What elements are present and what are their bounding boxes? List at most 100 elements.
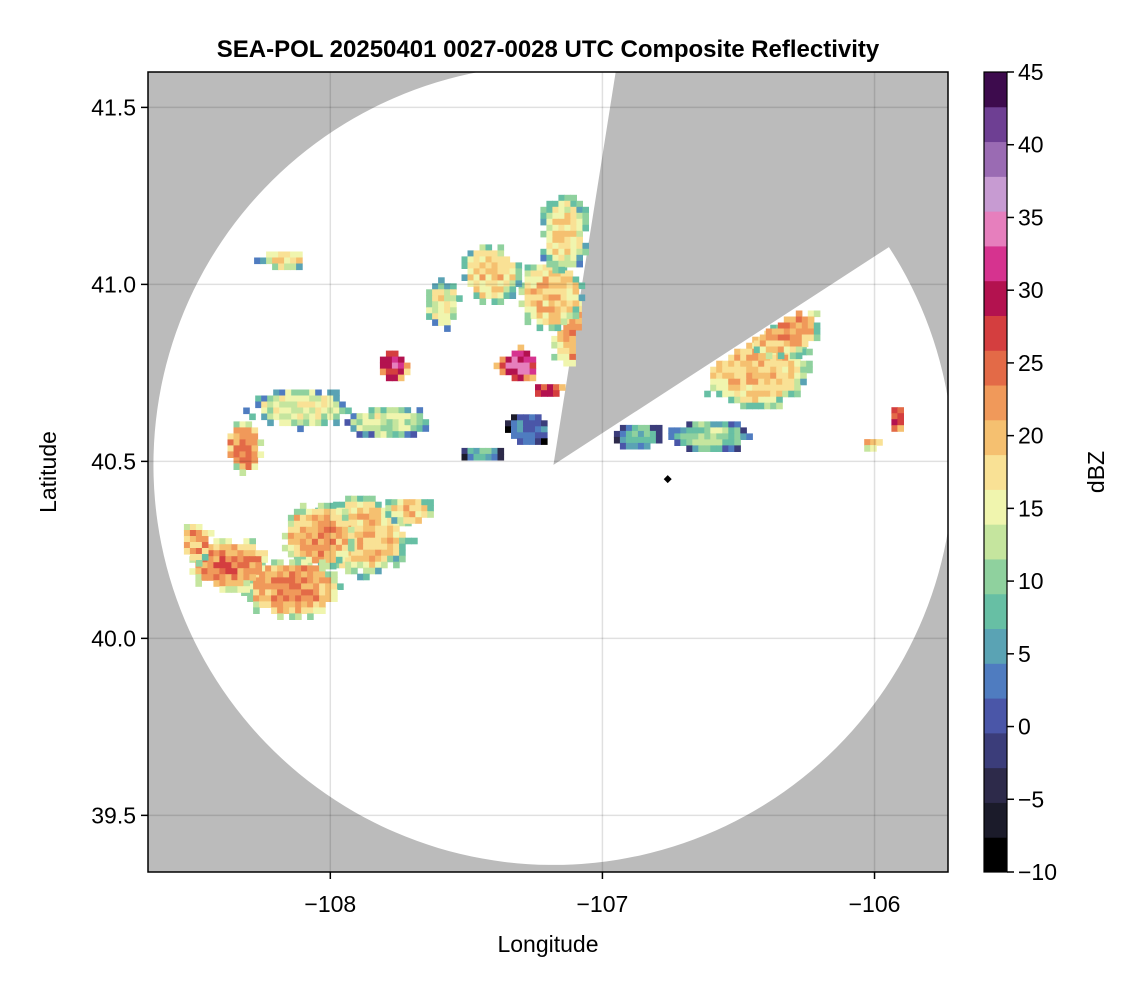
echo-pixel (267, 413, 274, 421)
echo-pixel (277, 583, 284, 590)
echo-pixel (546, 248, 553, 256)
plot-area (147, 71, 949, 873)
echo-pixel (387, 543, 394, 551)
echo-pixel (387, 537, 394, 545)
echo-pixel (535, 414, 542, 421)
echo-pixel (309, 389, 316, 397)
echo-pixel (392, 413, 400, 420)
echo-pixel (219, 580, 226, 587)
echo-pixel (788, 372, 795, 380)
echo-pixel (335, 526, 343, 534)
colorbar-tick-label: −10 (1018, 859, 1057, 885)
echo-pixel (704, 421, 711, 428)
echo-pixel (339, 401, 346, 409)
echo-pixel (752, 390, 759, 398)
echo-pixel (572, 282, 580, 290)
echo-pixel (746, 360, 753, 368)
echo-pixel (540, 230, 547, 238)
echo-pixel (710, 421, 717, 428)
echo-pixel (876, 439, 883, 446)
echo-pixel (758, 402, 765, 410)
echo-pixel (327, 413, 334, 421)
echo-pixel (692, 433, 699, 440)
echo-pixel (273, 401, 280, 409)
colorbar-segment (984, 524, 1007, 560)
echo-pixel (225, 562, 232, 569)
echo-pixel (734, 348, 741, 356)
echo-pixel (296, 263, 303, 271)
echo-pixel (201, 536, 209, 543)
echo-pixel (485, 262, 493, 269)
echo-pixel (305, 544, 313, 552)
echo-pixel (523, 368, 531, 376)
echo-pixel (278, 257, 285, 265)
echo-pixel (716, 427, 723, 434)
echo-pixel (207, 556, 214, 563)
echo-pixel (575, 317, 582, 325)
echo-pixel (357, 555, 364, 563)
echo-pixel (503, 286, 511, 293)
echo-pixel (710, 366, 717, 374)
echo-pixel (351, 507, 358, 515)
echo-pixel (473, 292, 481, 299)
echo-pixel (386, 413, 394, 420)
echo-pixel (271, 607, 278, 614)
echo-pixel (315, 419, 322, 427)
echo-pixel (776, 384, 783, 392)
echo-pixel (517, 420, 524, 427)
echo-pixel (369, 537, 376, 545)
echo-pixel (305, 550, 313, 558)
echo-pixel (283, 595, 290, 602)
echo-pixel (285, 413, 292, 421)
echo-pixel (461, 262, 469, 269)
echo-pixel (523, 438, 530, 445)
echo-pixel (479, 268, 487, 275)
echo-pixel (195, 580, 202, 587)
echo-pixel (485, 447, 493, 455)
echo-pixel (321, 407, 328, 415)
echo-pixel (505, 368, 513, 376)
echo-pixel (782, 384, 789, 392)
echo-pixel (432, 301, 439, 308)
echo-pixel (765, 340, 773, 348)
echo-pixel (548, 264, 556, 272)
echo-pixel (195, 568, 202, 575)
echo-pixel (183, 548, 191, 555)
echo-pixel (341, 520, 349, 528)
echo-pixel (239, 469, 247, 476)
echo-pixel (313, 601, 320, 608)
echo-pixel (631, 436, 639, 444)
echo-pixel (277, 607, 284, 614)
echo-pixel (536, 270, 544, 278)
echo-pixel (391, 362, 399, 370)
echo-pixel (557, 335, 564, 343)
echo-pixel (692, 445, 699, 452)
echo-pixel (444, 301, 451, 308)
echo-pixel (243, 556, 250, 563)
echo-pixel (473, 280, 481, 287)
echo-pixel (249, 544, 256, 551)
echo-pixel (295, 589, 302, 596)
echo-pixel (777, 322, 785, 330)
echo-pixel (578, 294, 586, 302)
echo-pixel (795, 334, 803, 342)
echo-pixel (331, 583, 338, 590)
echo-pixel (570, 218, 577, 226)
echo-pixel (649, 430, 657, 438)
echo-pixel (710, 378, 717, 386)
echo-pixel (546, 224, 553, 232)
echo-pixel (734, 421, 741, 428)
echo-pixel (277, 595, 284, 602)
echo-pixel (321, 395, 328, 403)
echo-pixel (259, 583, 266, 590)
echo-pixel (566, 306, 574, 314)
echo-pixel (801, 322, 809, 330)
echo-pixel (265, 577, 272, 584)
echo-pixel (347, 532, 355, 540)
echo-region (426, 277, 463, 332)
echo-region (668, 421, 753, 452)
echo-pixel (752, 366, 759, 374)
echo-pixel (387, 555, 394, 563)
echo-pixel (582, 218, 589, 226)
echo-pixel (722, 433, 729, 440)
